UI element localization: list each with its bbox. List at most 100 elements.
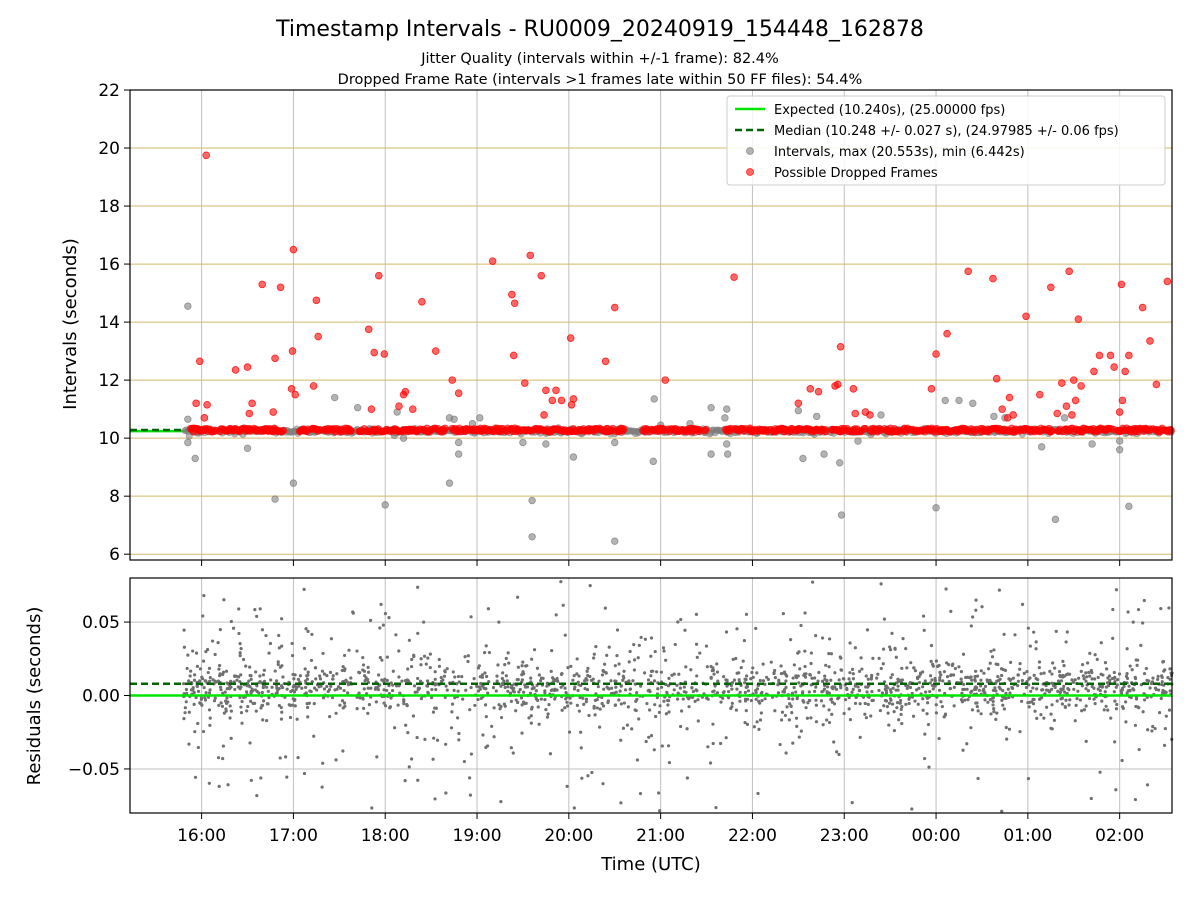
residual-point-1661 [279,684,283,688]
residual-point-352 [953,666,957,671]
residual-point-1529 [817,670,821,675]
dropped-frame-point-76 [1058,379,1066,387]
residual-point-917 [192,678,197,682]
interval-point-1 [184,415,192,423]
residual-point-1838 [865,628,870,632]
residual-point-1989 [1125,691,1129,695]
residual-point-1501 [315,688,319,692]
residual-point-415 [921,697,925,701]
residual-point-1155 [1146,728,1150,732]
residual-point-410 [229,736,233,740]
residual-point-930 [951,673,956,677]
residual-point-594 [567,730,572,734]
residual-point-270 [254,709,258,713]
residual-point-1830 [1022,671,1026,676]
dropped-frame-point-59 [851,409,860,418]
residual-point-765 [1078,698,1082,702]
residual-point-1496 [450,710,454,714]
residual-point-888 [660,744,664,748]
residual-point-1935 [1079,669,1083,673]
residual-point-1698 [1161,688,1165,693]
residual-point-99 [413,690,417,694]
residual-point-18 [183,711,187,715]
residual-point-1158 [1006,687,1010,691]
residual-point-236 [235,678,239,682]
residual-point-768 [1081,663,1085,667]
residual-point-482 [439,675,443,680]
residual-point-783 [888,645,892,649]
residual-point-339 [229,679,233,683]
residual-point-1005 [1013,633,1017,637]
residual-point-1583 [683,628,687,632]
residual-point-1668 [457,731,461,736]
residual-point-899 [1084,687,1088,691]
residual-point-858 [909,661,913,665]
residual-point-925 [1061,687,1065,691]
residual-point-1854 [196,689,201,693]
residual-point-1308 [207,666,212,670]
residual-point-616 [212,699,217,703]
residual-point-1845 [484,715,488,719]
residual-point-1588 [1125,647,1129,651]
residual-point-731 [784,751,788,755]
residual-point-725 [1071,680,1076,684]
residual-point-1120 [334,758,338,762]
residual-point-894 [480,675,484,679]
interval-point-54 [1088,440,1096,448]
residual-point-1516 [601,782,605,786]
residual-point-470 [866,702,870,706]
residual-point-1947 [820,679,825,683]
residual-point-819 [744,709,748,713]
residual-point-902 [306,670,310,674]
residual-point-1585 [969,675,973,679]
residual-point-153 [1168,667,1172,671]
residual-point-425 [1096,687,1100,691]
residual-point-1785 [799,623,803,628]
residual-point-1165 [285,775,289,779]
residual-point-1190 [402,699,406,703]
dropped-frame-point-13 [289,245,298,254]
residual-point-350 [455,716,460,720]
residual-point-1517 [783,713,787,718]
residual-point-922 [780,718,784,722]
residual-point-1511 [791,697,795,701]
residual-point-1658 [405,703,409,708]
residual-point-1930 [884,684,888,688]
residual-point-1000 [191,649,195,653]
residual-point-1819 [203,696,207,700]
residual-point-335 [708,761,713,765]
residual-point-1373 [894,688,898,692]
residual-point-810 [715,670,720,674]
residual-point-120 [619,702,623,706]
residual-point-398 [291,703,295,707]
residual-point-1500 [564,691,568,695]
residual-point-708 [484,644,488,648]
residual-point-373 [1018,667,1022,671]
residual-point-324 [249,778,253,782]
residual-point-624 [934,703,938,707]
residual-point-1959 [430,687,434,692]
residual-point-547 [314,677,318,681]
residual-point-1656 [462,759,466,764]
residual-point-1354 [287,703,291,707]
residual-point-361 [681,697,685,701]
residual-point-186 [389,696,393,700]
residual-point-1904 [883,687,887,692]
residual-point-1872 [827,720,832,725]
residual-point-218 [1092,697,1096,701]
residual-point-1528 [1050,681,1054,685]
residual-point-1400 [628,649,632,654]
residual-point-764 [239,705,243,709]
dropped-frame-point-82 [1068,411,1076,419]
residual-point-844 [385,655,389,659]
residual-point-712 [218,663,222,668]
residual-point-385 [600,701,604,706]
residual-point-1988 [559,580,563,584]
interval-point-44 [877,411,885,419]
residual-point-911 [468,776,472,780]
residual-point-580 [502,702,506,706]
residual-point-187 [870,698,874,703]
residual-point-1617 [222,598,226,602]
residual-point-999 [621,674,625,678]
residual-point-376 [781,612,785,616]
